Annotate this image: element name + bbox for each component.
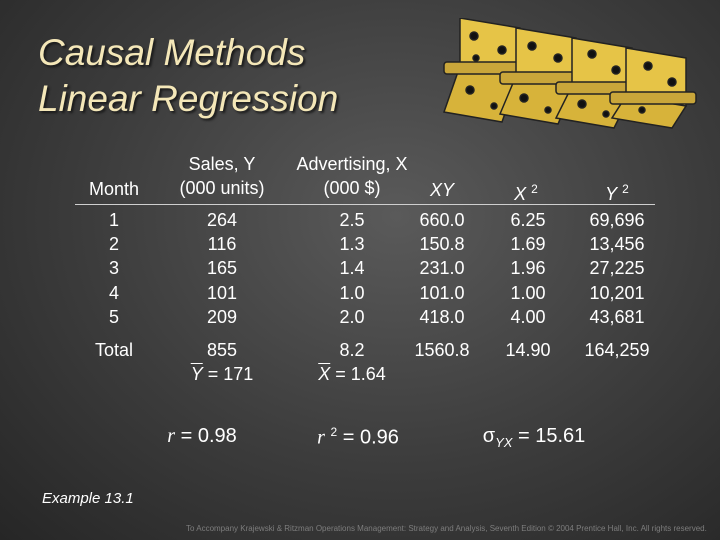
cell-sales-5: 209 [206, 306, 238, 327]
total-label: Total [94, 340, 134, 360]
cell-xy-4: 101.0 [419, 282, 465, 303]
cell-month-4: 4 [108, 282, 120, 303]
mean-y-value: = 171 [207, 364, 254, 384]
cell-xy-1: 660.0 [419, 210, 465, 230]
example-label: Example 13.1 [42, 490, 134, 507]
column-sales: 264 116 165 101 209 [207, 208, 237, 329]
stat-r2: r 2 = 0.96 [317, 425, 399, 450]
copyright-footer: To Accompany Krajewski & Ritzman Operati… [186, 524, 707, 533]
cell-sales-2: 116 [207, 234, 237, 255]
hinge-1 [443, 18, 525, 123]
header-month: Month [88, 179, 140, 199]
cell-x2-1: 6.25 [510, 210, 546, 230]
cell-y2-5: 43,681 [589, 306, 645, 327]
title-line-1: Causal Methods [38, 32, 306, 73]
header-divider [75, 204, 655, 205]
header-x2-exp: 2 [531, 182, 538, 196]
cell-xy-3: 231.0 [419, 258, 465, 279]
cell-x2-2: 1.69 [510, 234, 546, 255]
header-advertising: Advertising, X (000 $) [296, 152, 407, 200]
header-y2: Y 2 [605, 177, 629, 206]
column-x2: 6.25 1.69 1.96 1.00 4.00 [510, 208, 545, 329]
cell-adv-3: 1.4 [339, 258, 365, 279]
stat-r2-exp: 2 [330, 425, 338, 439]
header-sales: Sales, Y (000 units) [179, 152, 264, 200]
header-advertising-line2: (000 $) [323, 178, 381, 198]
stat-r-value: = 0.98 [180, 425, 237, 447]
cell-adv-4: 1.0 [339, 282, 365, 303]
cell-adv-2: 1.3 [339, 234, 365, 255]
mean-x-symbol: X [318, 364, 331, 384]
cell-x2-4: 1.00 [510, 282, 546, 303]
title-line-2: Linear Regression [38, 78, 339, 119]
cell-adv-5: 2.0 [339, 306, 365, 327]
cell-y2-2: 13,456 [589, 234, 645, 255]
stat-r-symbol: r [167, 425, 176, 447]
cell-xy-5: 418.0 [419, 306, 465, 327]
mean-y: Y = 171 [191, 364, 254, 385]
stat-r2-value: = 0.96 [342, 426, 399, 449]
cell-adv-1: 2.5 [339, 210, 365, 230]
stat-sigma-sub: YX [495, 435, 513, 450]
cell-y2-4: 10,201 [589, 282, 645, 303]
cell-sales-4: 101 [206, 282, 238, 303]
cell-y2-1: 69,696 [589, 210, 645, 230]
header-x2: X 2 [514, 177, 538, 206]
cell-xy-2: 150.8 [419, 234, 465, 255]
stat-sigma-symbol: σ [482, 425, 496, 447]
slide-title: Causal Methods Linear Regression [38, 30, 338, 122]
total-sales: 855 [206, 340, 238, 360]
header-advertising-line1: Advertising, X [296, 154, 408, 174]
cell-x2-3: 1.96 [510, 258, 546, 279]
stat-sigma-value: = 15.61 [517, 425, 586, 447]
cell-month-3: 3 [108, 258, 120, 279]
total-xy: 1560.8 [414, 340, 470, 360]
cell-y2-3: 27,225 [589, 258, 645, 279]
cell-sales-1: 264 [206, 210, 238, 230]
column-xy: 660.0 150.8 231.0 101.0 418.0 [419, 208, 464, 329]
cell-month-5: 5 [108, 306, 120, 327]
mean-x-value: = 1.64 [335, 364, 386, 384]
mean-y-symbol: Y [190, 364, 203, 384]
column-advertising: 2.5 1.3 1.4 1.0 2.0 [339, 208, 364, 329]
hinge-4 [609, 47, 697, 129]
header-xy: XY [429, 180, 455, 200]
stat-r: r = 0.98 [167, 425, 237, 448]
total-advertising: 8.2 [339, 340, 365, 360]
total-y2: 164,259 [584, 340, 650, 360]
cell-month-1: 1 [108, 210, 120, 230]
header-x2-base: X [514, 184, 527, 204]
header-y2-exp: 2 [622, 182, 629, 196]
hinge-graphic [443, 18, 697, 129]
total-x2: 14.90 [505, 340, 551, 360]
header-sales-line2: (000 units) [179, 178, 265, 198]
stat-sigma-yx: σYX = 15.61 [483, 425, 586, 450]
cell-x2-5: 4.00 [510, 306, 546, 327]
stat-r2-symbol: r [317, 426, 325, 449]
column-month: 1 2 3 4 5 [109, 208, 119, 329]
header-y2-base: Y [605, 184, 618, 204]
cell-sales-3: 165 [206, 258, 238, 279]
header-sales-line1: Sales, Y [188, 154, 256, 174]
mean-x: X = 1.64 [318, 364, 386, 385]
cell-month-2: 2 [108, 234, 120, 255]
column-y2: 69,696 13,456 27,225 10,201 43,681 [589, 208, 644, 329]
